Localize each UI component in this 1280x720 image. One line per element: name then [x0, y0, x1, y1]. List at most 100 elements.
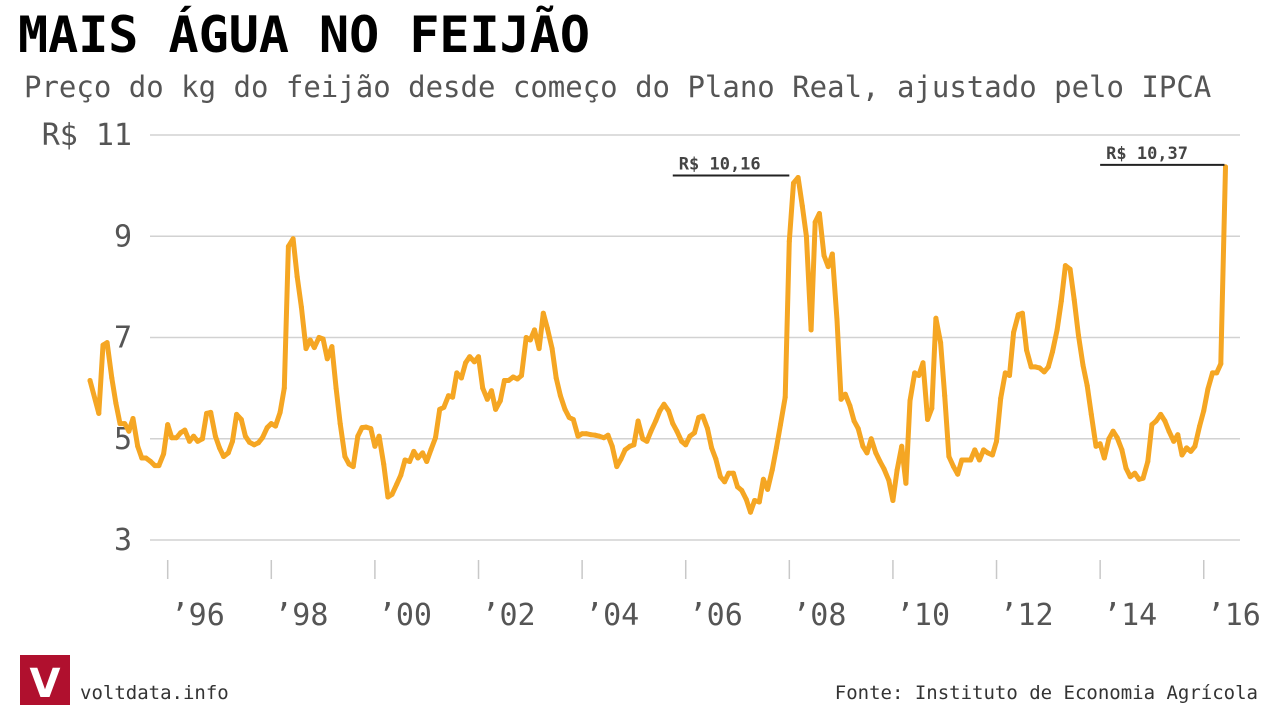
data-point — [722, 479, 728, 485]
data-point — [238, 417, 244, 422]
data-point — [199, 436, 205, 442]
data-point — [484, 396, 490, 402]
x-tick-label: ’14 — [1103, 598, 1157, 633]
data-point — [273, 423, 278, 429]
data-point — [644, 438, 650, 444]
y-tick-label: 7 — [114, 321, 132, 356]
data-point — [1175, 432, 1181, 438]
data-point — [433, 435, 438, 441]
data-point — [640, 436, 646, 442]
data-point — [1041, 369, 1047, 375]
data-point — [311, 345, 317, 351]
data-point — [1119, 447, 1125, 453]
data-point — [1011, 329, 1017, 335]
data-point — [463, 360, 469, 366]
data-point — [596, 433, 602, 439]
data-point — [1179, 452, 1185, 458]
data-point — [294, 274, 300, 280]
data-point — [951, 464, 956, 470]
data-point — [135, 443, 141, 449]
data-point — [454, 370, 460, 376]
data-point — [303, 346, 309, 352]
data-point — [864, 450, 870, 456]
data-point — [726, 470, 732, 476]
y-tick-label: R$ 11 — [42, 118, 132, 153]
data-point — [570, 417, 576, 422]
data-point — [510, 374, 516, 380]
data-point — [113, 400, 119, 406]
price-line — [87, 164, 1228, 515]
data-point — [592, 432, 598, 438]
data-point — [342, 454, 348, 459]
data-point — [635, 418, 641, 424]
data-point — [385, 494, 391, 500]
data-point — [821, 253, 827, 258]
data-point — [208, 409, 214, 415]
data-point — [143, 455, 149, 461]
data-point — [1192, 443, 1198, 449]
data-point — [687, 433, 693, 439]
data-point — [985, 450, 991, 456]
site-link[interactable]: voltdata.info — [80, 682, 229, 704]
data-point — [588, 432, 594, 438]
data-point — [964, 457, 969, 463]
data-point — [298, 304, 304, 310]
data-point — [527, 337, 533, 343]
data-point — [359, 425, 365, 431]
data-point — [890, 498, 896, 503]
data-point — [1171, 438, 1177, 444]
data-point — [907, 398, 913, 404]
data-point — [139, 455, 145, 461]
data-point — [156, 463, 162, 469]
data-point — [769, 467, 775, 473]
data-point — [355, 433, 361, 439]
data-point — [415, 455, 421, 461]
data-point — [605, 432, 611, 438]
gridlines — [150, 134, 1240, 541]
data-point — [916, 373, 922, 378]
data-point — [601, 435, 607, 441]
data-point — [1127, 474, 1133, 480]
data-point — [557, 393, 563, 399]
data-point — [450, 394, 456, 400]
data-point — [1214, 370, 1220, 376]
data-point — [700, 413, 706, 419]
x-tick-label: ’04 — [585, 598, 639, 633]
data-point — [230, 438, 235, 444]
data-point — [575, 433, 581, 439]
data-point — [1071, 297, 1077, 302]
data-point — [782, 394, 788, 400]
data-point — [368, 426, 374, 432]
data-point — [536, 346, 542, 352]
data-point — [471, 359, 477, 365]
data-point — [130, 416, 136, 421]
data-point — [614, 464, 620, 470]
data-point — [117, 421, 123, 427]
data-point — [816, 211, 822, 216]
data-point — [96, 410, 102, 416]
data-point — [428, 447, 434, 453]
data-point — [126, 428, 132, 434]
data-point — [174, 435, 179, 441]
data-point — [281, 385, 287, 391]
data-point — [752, 498, 758, 503]
data-point — [1037, 365, 1042, 371]
data-point — [795, 175, 801, 180]
data-point — [851, 418, 857, 424]
data-point — [834, 317, 840, 323]
data-point — [1080, 362, 1086, 368]
data-point — [657, 408, 663, 414]
data-point — [1045, 364, 1051, 370]
data-point — [389, 491, 395, 497]
y-tick-label: 3 — [114, 523, 132, 558]
data-point — [877, 459, 883, 464]
voltdata-logo[interactable]: V — [20, 655, 70, 707]
data-point — [894, 467, 900, 473]
data-point — [1032, 364, 1038, 370]
x-axis: ’96 ’98 ’00 ’02 ’04 ’06 ’08 ’10 ’12 ’14 ’16 — [166, 560, 1261, 633]
data-point — [1145, 459, 1151, 464]
data-point — [316, 335, 322, 340]
data-point — [825, 264, 831, 270]
data-point — [955, 471, 961, 477]
